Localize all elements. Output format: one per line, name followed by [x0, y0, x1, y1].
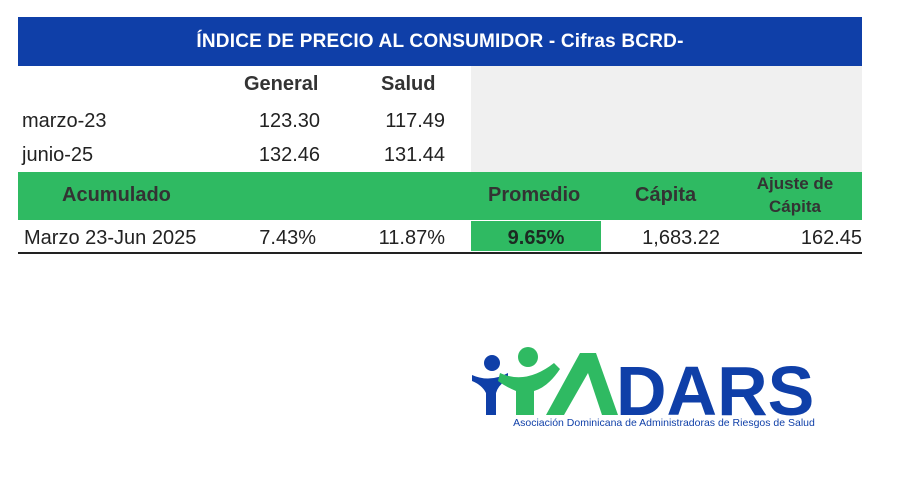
row-junio-25-general: 132.46 [258, 144, 320, 166]
logo-figure-green-icon [498, 347, 560, 415]
column-header-salud: Salud [381, 73, 436, 95]
table-title-bar: ÍNDICE DE PRECIO AL CONSUMIDOR - Cifras … [18, 17, 862, 66]
row-marzo-23-general: 123.30 [258, 110, 320, 132]
summary-row-salud: 11.87% [378, 227, 445, 249]
row-marzo-23-salud: 117.49 [385, 110, 445, 132]
summary-row-label: Marzo 23-Jun 2025 [24, 227, 197, 249]
summary-header-capita: Cápita [635, 184, 697, 206]
row-junio-25-salud: 131.44 [383, 144, 445, 166]
table-bottom-border [18, 252, 862, 254]
summary-header-ajuste-line2: Cápita [769, 197, 821, 216]
logo-letter-a-green [546, 353, 618, 415]
summary-row-general: 7.43% [259, 227, 316, 249]
row-label-junio-25: junio-25 [22, 144, 94, 166]
logo-wordmark: DARS [616, 352, 814, 430]
summary-row-ajuste: 162.45 [800, 227, 862, 249]
summary-header-ajuste-line1: Ajuste de [756, 174, 834, 193]
empty-gray-panel [471, 66, 862, 172]
row-label-marzo-23: marzo-23 [22, 110, 107, 132]
summary-header-ajuste-capita: Ajuste de Cápita [740, 172, 850, 218]
promedio-highlight [471, 221, 601, 251]
summary-header-promedio: Promedio [488, 184, 581, 206]
summary-row-capita: 1,683.22 [642, 227, 720, 249]
summary-header-bar [18, 172, 862, 220]
logo-figure-blue-icon [472, 355, 508, 415]
logo-caption: Asociación Dominicana de Administradoras… [513, 417, 815, 429]
summary-row-promedio: 9.65% [507, 227, 565, 249]
summary-header-acumulado: Acumulado [62, 184, 171, 206]
column-header-general: General [244, 73, 319, 95]
table-title: ÍNDICE DE PRECIO AL CONSUMIDOR - Cifras … [196, 30, 684, 52]
adars-logo: DARS [472, 347, 814, 430]
